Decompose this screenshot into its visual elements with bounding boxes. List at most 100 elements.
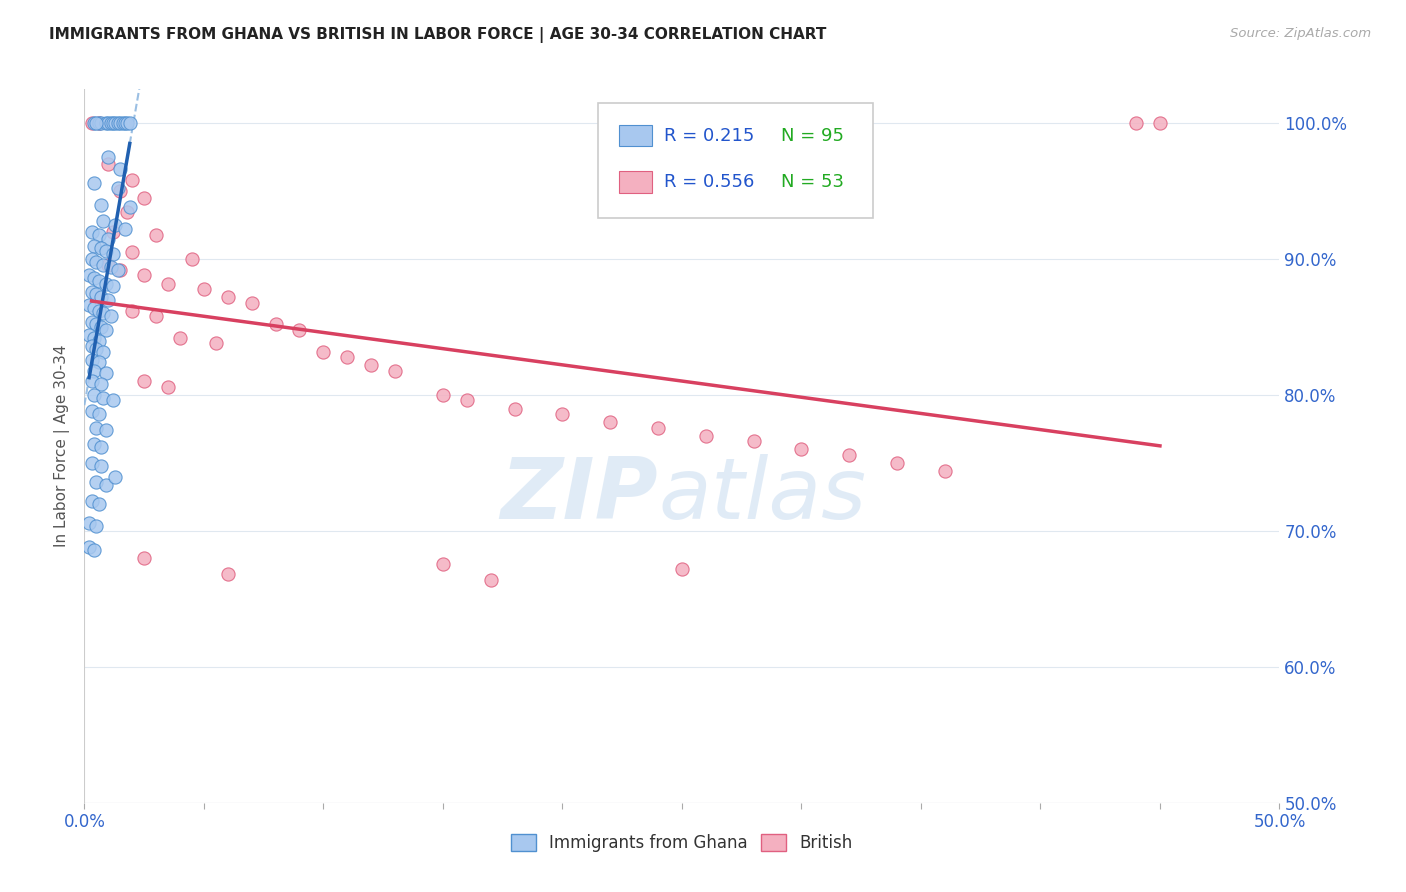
Point [205,336,228,351]
Point [77,268,100,283]
Point [145,227,167,242]
Point [886,456,908,470]
Point [647,420,669,434]
Point [94,116,117,130]
Point [83,176,105,190]
Point [87,497,110,511]
Point [83,388,105,402]
Point [97,258,120,272]
Point [77,516,100,530]
Point [90,440,112,454]
Point [790,442,813,457]
Point [107,263,129,277]
Point [83,238,105,252]
Point [456,393,478,408]
Point [97,116,120,130]
Point [107,116,129,130]
Point [90,241,112,255]
Point [110,263,132,277]
Point [104,218,127,232]
Point [110,116,132,130]
Point [83,543,105,558]
Point [86,318,108,332]
Text: N = 95: N = 95 [782,127,844,145]
Point [1149,116,1171,130]
Point [80,315,103,329]
Point [90,320,112,334]
Point [132,551,156,566]
Point [87,334,110,348]
Point [90,458,112,473]
Point [100,260,122,275]
Point [80,494,103,508]
Point [77,541,100,555]
Point [264,318,287,332]
Point [111,116,134,130]
Point [90,116,112,130]
Point [87,303,110,318]
Point [90,377,112,392]
Point [671,562,693,576]
Point [97,150,120,164]
Point [110,162,132,177]
Bar [619,171,652,193]
Text: R = 0.215: R = 0.215 [664,127,755,145]
Y-axis label: In Labor Force | Age 30-34: In Labor Force | Age 30-34 [55,344,70,548]
Point [87,355,110,369]
Point [100,116,122,130]
Point [80,456,103,470]
Point [86,420,108,434]
Point [118,201,141,215]
Point [117,116,139,130]
Point [104,116,127,130]
Point [97,293,120,307]
Point [101,246,124,260]
Point [432,557,454,571]
Point [114,222,136,236]
Point [132,375,156,389]
Point [87,116,110,130]
Point [934,464,956,478]
Point [121,245,143,260]
Point [117,204,139,219]
Point [93,391,115,405]
Point [193,282,215,296]
Point [838,448,860,462]
Point [742,434,765,449]
Point [1125,116,1147,130]
Point [97,232,120,246]
Point [80,285,103,299]
Text: atlas: atlas [658,454,866,538]
Point [121,303,143,318]
Point [80,375,103,389]
Point [240,295,263,310]
Point [77,298,100,312]
Point [80,252,103,266]
Point [181,252,204,266]
Point [432,388,454,402]
Point [551,407,574,421]
Point [86,255,108,269]
Point [94,277,117,291]
Bar [619,125,652,146]
Point [288,323,311,337]
Point [110,184,132,198]
Point [93,258,115,272]
Point [94,477,117,491]
FancyBboxPatch shape [599,103,873,218]
Point [336,350,359,364]
Point [83,363,105,377]
Point [132,268,156,283]
Text: Source: ZipAtlas.com: Source: ZipAtlas.com [1230,27,1371,40]
Point [94,323,117,337]
Point [100,309,122,323]
Point [479,573,502,587]
Point [217,567,239,582]
Point [93,214,115,228]
Point [132,191,156,205]
Point [312,344,335,359]
Point [93,306,115,320]
Point [80,116,103,130]
Point [93,344,115,359]
Point [87,227,110,242]
